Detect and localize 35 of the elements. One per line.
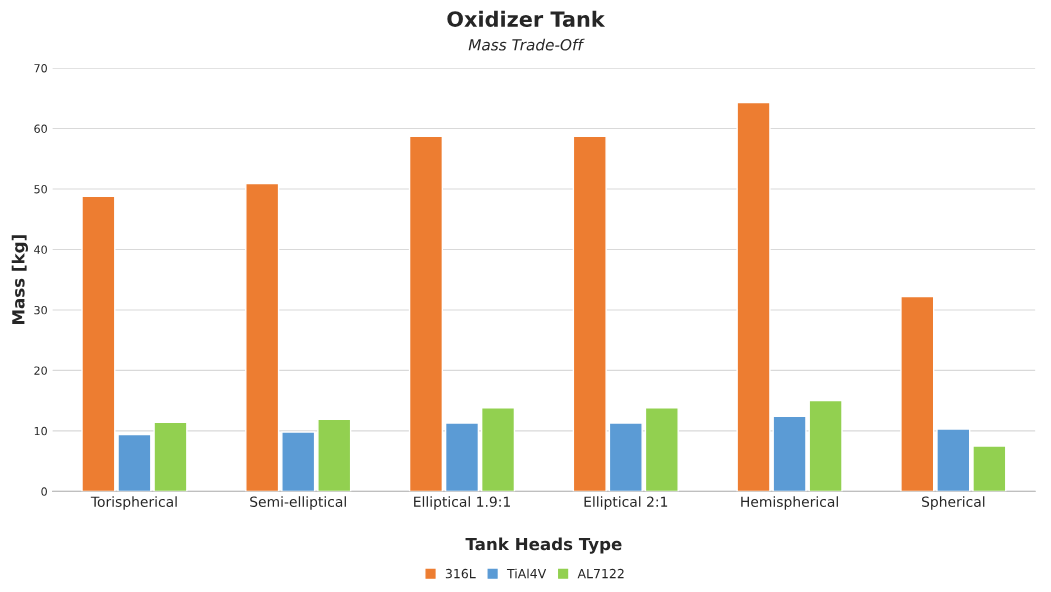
- bar: [572, 135, 607, 492]
- x-tick-label: Torispherical: [90, 496, 177, 510]
- bar: [480, 407, 516, 492]
- bar: [317, 418, 352, 492]
- x-tick-label: Spherical: [921, 496, 985, 510]
- bar: [408, 135, 444, 492]
- bar: [936, 428, 971, 492]
- bar: [281, 431, 316, 492]
- bar: [972, 445, 1007, 492]
- bar: [808, 399, 843, 492]
- bar: [245, 182, 280, 492]
- y-axis-title: Mass [kg]: [11, 235, 28, 325]
- x-tick-label: Elliptical 1.9:1: [414, 496, 510, 510]
- y-tick-label: 20: [34, 366, 47, 375]
- bar: [900, 295, 935, 492]
- y-tick-label: 30: [34, 305, 47, 315]
- y-tick-label: 40: [34, 245, 47, 254]
- bar: [608, 422, 643, 492]
- chart-subtitle: Mass Trade-Off: [468, 38, 585, 51]
- legend-label: AL7122: [577, 568, 624, 579]
- chart-title: Oxidizer Tank: [447, 10, 606, 27]
- bar: [644, 407, 679, 492]
- y-tick-label: 70: [34, 64, 47, 73]
- y-tick-label: 10: [34, 426, 47, 436]
- y-tick-label: 0: [41, 487, 47, 496]
- y-tick-label: 50: [34, 184, 47, 194]
- legend-label: TiAl4V: [506, 568, 547, 579]
- bar: [81, 195, 116, 492]
- x-tick-label: Semi-elliptical: [250, 496, 346, 510]
- legend-label: 316L: [445, 568, 476, 579]
- x-tick-label: Elliptical 2:1: [584, 496, 668, 510]
- x-tick-label: Hemispherical: [741, 496, 838, 510]
- bar: [444, 422, 480, 492]
- x-axis-title: Tank Heads Type: [465, 537, 622, 554]
- y-tick-label: 60: [34, 124, 47, 133]
